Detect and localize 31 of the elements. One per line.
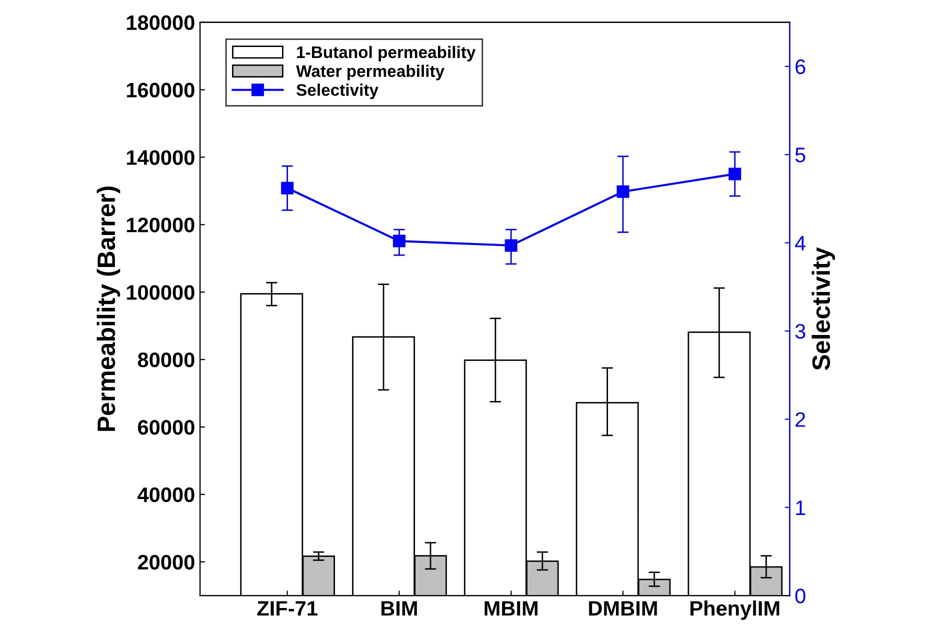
y2-tick-label: 0: [795, 588, 806, 604]
y2-tick-label: 4: [795, 236, 806, 250]
y-tick-label: 20000: [138, 554, 194, 570]
y-tick-label: 160000: [126, 82, 194, 98]
y2-tick-label: 2: [796, 412, 806, 427]
y-tick-label: 100000: [126, 285, 194, 300]
x-tick-label: BIM: [381, 601, 417, 616]
point: [728, 168, 742, 180]
y2-tick-label: 1: [796, 500, 806, 515]
legend-label: Selectivity: [296, 84, 378, 100]
y2-tick-label: 3: [795, 324, 806, 339]
y-tick-label: 140000: [126, 150, 194, 165]
y-tick-label: 80000: [138, 352, 194, 368]
y2-tick-label: 5: [795, 148, 806, 162]
y-tick-label: 40000: [138, 487, 194, 502]
y-tick-label: 60000: [138, 420, 194, 435]
x-tick-label: MBIM: [484, 601, 538, 616]
point: [504, 239, 518, 252]
x-tick-label: DMBIM: [589, 601, 657, 616]
point: [616, 185, 630, 198]
x-tick-label: PhenylIM: [690, 600, 780, 620]
y-tick-label: 120000: [126, 218, 194, 232]
legend-label: Water permeability: [296, 64, 444, 80]
point: [392, 234, 406, 248]
point: [281, 182, 294, 194]
x-tick-label: ZIF-71: [257, 601, 318, 616]
y-axis-title: Permeability (Barrer): [96, 186, 120, 431]
y2-axis-title: Selectivity: [812, 247, 835, 370]
y-tick-label: 180000: [126, 15, 194, 30]
legend-label: 1-Butanol permeability: [297, 46, 476, 62]
y2-tick-label: 6: [796, 59, 806, 74]
